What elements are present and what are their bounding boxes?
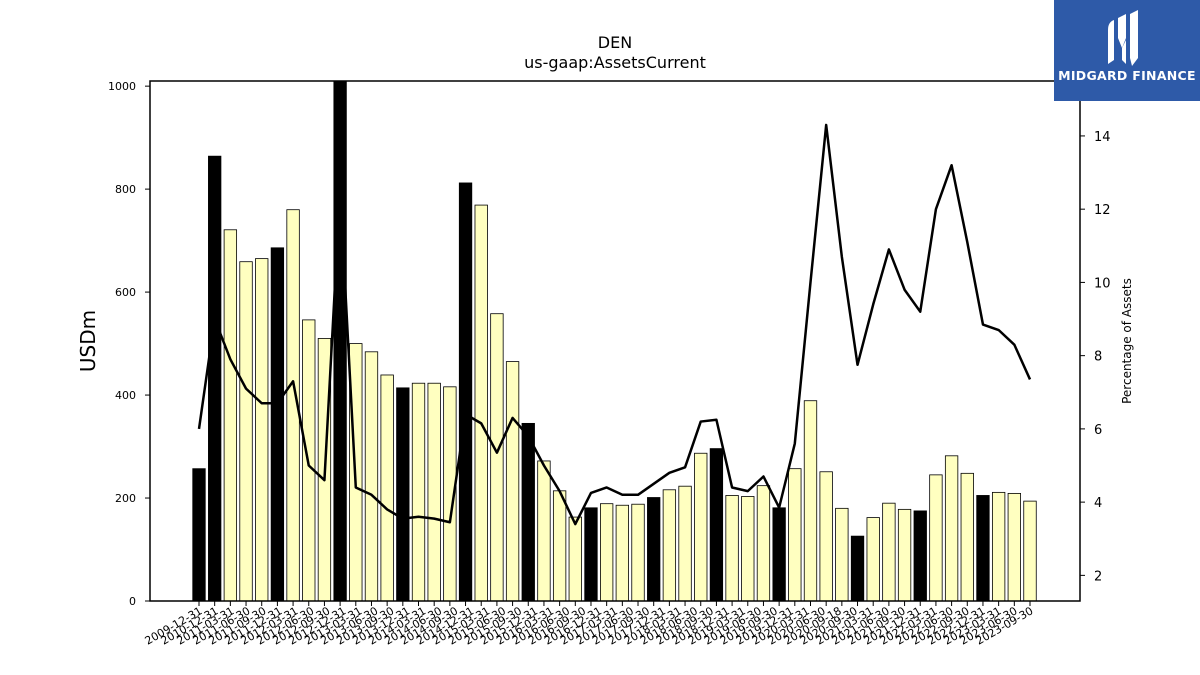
bar bbox=[537, 460, 551, 602]
bar bbox=[333, 80, 347, 602]
bar bbox=[772, 507, 786, 602]
y-axis: 0 200 400 600 800 1000 bbox=[108, 80, 150, 608]
brand-logo-text: MIDGARD FINANCE bbox=[1058, 68, 1196, 83]
bar bbox=[678, 485, 692, 602]
chart-title: DEN bbox=[598, 33, 632, 52]
bar bbox=[647, 497, 661, 602]
bar bbox=[427, 382, 441, 602]
bar bbox=[944, 455, 959, 602]
bar bbox=[976, 495, 990, 602]
bar bbox=[662, 489, 677, 602]
bar bbox=[866, 517, 880, 602]
bar bbox=[458, 182, 473, 602]
bar bbox=[505, 361, 520, 602]
bar bbox=[850, 535, 865, 602]
bar bbox=[521, 422, 535, 602]
bar bbox=[756, 485, 771, 602]
chart-subtitle: us-gaap:AssetsCurrent bbox=[524, 53, 706, 72]
bar bbox=[991, 491, 1006, 602]
bar bbox=[741, 496, 755, 602]
y-tick-label: 600 bbox=[115, 286, 136, 299]
y-tick-label: 0 bbox=[129, 595, 136, 608]
bar bbox=[615, 504, 629, 602]
bar bbox=[882, 502, 896, 602]
bar-series bbox=[192, 80, 1037, 602]
bar bbox=[835, 507, 849, 602]
y2-axis-label: Percentage of Assets bbox=[1120, 278, 1134, 404]
bar bbox=[725, 495, 739, 602]
line-series bbox=[197, 123, 1032, 526]
bar bbox=[1023, 500, 1037, 602]
bar bbox=[490, 313, 504, 602]
bar bbox=[694, 452, 708, 602]
bar bbox=[474, 204, 488, 602]
bar bbox=[192, 468, 206, 602]
bar bbox=[1007, 492, 1021, 602]
bar bbox=[239, 261, 253, 602]
y-tick-label: 400 bbox=[115, 389, 136, 402]
bar bbox=[584, 507, 598, 602]
bar bbox=[929, 474, 943, 602]
bar bbox=[396, 387, 410, 602]
bar bbox=[788, 468, 802, 602]
bar bbox=[364, 351, 379, 602]
bar bbox=[709, 448, 724, 602]
y-tick-label: 1000 bbox=[108, 80, 136, 93]
bar bbox=[411, 382, 426, 602]
plot-frame bbox=[149, 80, 1081, 602]
y-tick-label: 200 bbox=[115, 492, 136, 505]
y2-tick-label: 8 bbox=[1094, 350, 1102, 365]
bar bbox=[960, 472, 974, 602]
x-axis: 2009-12-312010-12-312011-03-312011-06-30… bbox=[143, 601, 1036, 648]
bar bbox=[552, 490, 567, 602]
y2-tick-label: 6 bbox=[1094, 423, 1102, 438]
bar bbox=[803, 400, 818, 602]
y2-tick-label: 10 bbox=[1094, 276, 1111, 291]
y2-axis: 2 4 6 8 10 12 14 bbox=[1080, 130, 1111, 584]
y-axis-label: USDm bbox=[76, 310, 100, 372]
bar bbox=[568, 516, 582, 602]
bar bbox=[631, 503, 645, 602]
midgard-logo-icon bbox=[1108, 10, 1138, 66]
y-tick-label: 800 bbox=[115, 183, 136, 196]
y2-tick-label: 12 bbox=[1094, 203, 1111, 218]
y2-tick-label: 2 bbox=[1094, 569, 1102, 584]
bar bbox=[897, 508, 912, 602]
bar bbox=[600, 503, 614, 602]
bar bbox=[223, 229, 238, 602]
bar bbox=[270, 247, 285, 602]
brand-logo: MIDGARD FINANCE bbox=[1054, 0, 1200, 101]
bar bbox=[380, 374, 394, 602]
bar bbox=[913, 510, 927, 602]
bar bbox=[255, 258, 269, 602]
y2-tick-label: 14 bbox=[1094, 130, 1111, 145]
bar bbox=[208, 155, 222, 602]
bar bbox=[819, 471, 833, 602]
y2-tick-label: 4 bbox=[1094, 496, 1102, 511]
percentage-line bbox=[197, 123, 1032, 526]
